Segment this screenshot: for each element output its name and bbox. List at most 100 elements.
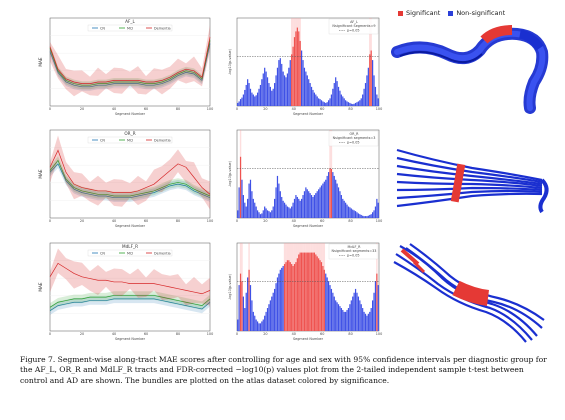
- bar: [288, 207, 290, 218]
- bar: [346, 101, 348, 106]
- ci-band-mci: [50, 36, 210, 90]
- line-plot-title: OR_R: [124, 131, 135, 136]
- bar: [333, 296, 335, 331]
- figure-caption: Figure 7. Segment-wise along-tract MAE s…: [20, 355, 547, 385]
- series-line-dementia: [49, 149, 211, 195]
- x-axis-label: Segment Number: [293, 224, 324, 228]
- bar: [271, 210, 273, 218]
- bar: [360, 214, 362, 218]
- bar: [242, 195, 244, 218]
- legend-label-cn: CN: [100, 26, 105, 30]
- bar: [325, 102, 327, 106]
- bar: [364, 83, 367, 106]
- bar: [363, 88, 365, 106]
- x-tick-label: 20: [263, 332, 267, 336]
- series-line-mci: [49, 159, 211, 197]
- bar: [340, 94, 342, 106]
- ci-band-dementia: [50, 25, 210, 97]
- bar: [312, 252, 314, 331]
- x-tick-label: 80: [348, 332, 352, 336]
- bar: [354, 211, 357, 218]
- series-line-mci: [49, 40, 211, 86]
- bar: [357, 296, 360, 331]
- bar: [318, 258, 320, 331]
- line-plot-legend: CN MCI Dementia: [87, 24, 173, 32]
- bar: [330, 94, 333, 106]
- significant-count: Nsignificant segments=33: [332, 249, 377, 253]
- bar: [345, 202, 347, 218]
- bar: [342, 198, 344, 218]
- legend-box: [87, 136, 173, 144]
- bar: [319, 260, 321, 331]
- bar: [373, 75, 375, 106]
- bar: [238, 101, 240, 106]
- bar: [303, 252, 306, 331]
- series-line-cn: [49, 43, 211, 88]
- bar: [291, 54, 293, 106]
- bar: [265, 311, 267, 331]
- bar: [303, 191, 306, 218]
- bar: [254, 202, 256, 218]
- bar: [315, 94, 317, 106]
- legend-label-cn: CN: [100, 251, 105, 255]
- bar: [261, 79, 263, 106]
- bar: [318, 189, 320, 218]
- bar: [308, 252, 310, 331]
- bar: [298, 254, 300, 331]
- bar: [285, 77, 287, 106]
- bar: [259, 214, 262, 218]
- bar: [376, 273, 378, 331]
- bar: [308, 79, 310, 106]
- bar: [283, 202, 286, 218]
- bar: [291, 264, 293, 331]
- bar: [289, 60, 291, 106]
- bar: [340, 308, 342, 331]
- bar: [305, 71, 307, 106]
- x-tick-label: 100: [207, 219, 213, 223]
- bar: [345, 100, 347, 106]
- bar: [266, 308, 269, 331]
- x-axis-label: Segment Number: [115, 112, 146, 116]
- bar: [292, 202, 294, 218]
- bundle-af-l-streamlines: [391, 25, 549, 114]
- x-tick-label: 80: [348, 107, 352, 111]
- bar: [320, 100, 323, 106]
- bar: [244, 202, 246, 218]
- bar: [377, 202, 379, 218]
- line-plot-legend: CN MCI Dementia: [87, 136, 173, 144]
- bar: [339, 306, 341, 331]
- bundle-or-r: [392, 140, 552, 220]
- bar: [258, 323, 260, 331]
- bar: [275, 75, 277, 106]
- pvalue-plot-title: AF_L: [350, 20, 358, 24]
- bar: [261, 213, 263, 218]
- x-tick-label: 80: [176, 332, 180, 336]
- x-tick-label: 60: [144, 107, 148, 111]
- bar: [325, 273, 327, 331]
- legend-significant: Significant: [398, 9, 440, 17]
- bar: [271, 296, 273, 331]
- x-axis-label: Segment Number: [115, 224, 146, 228]
- bar: [347, 206, 350, 218]
- bar: [352, 104, 354, 106]
- bar: [278, 60, 280, 106]
- bar: [346, 204, 348, 218]
- bar: [337, 187, 340, 218]
- bar: [312, 89, 314, 106]
- bar: [301, 252, 303, 331]
- bar: [305, 187, 307, 218]
- bar: [350, 103, 352, 106]
- bar: [266, 210, 269, 218]
- ci-band-cn: [50, 39, 210, 91]
- bar: [281, 196, 283, 218]
- y-axis-label: -log10(p-value): [228, 48, 232, 75]
- bar: [282, 71, 284, 106]
- plot-frame: [49, 242, 211, 332]
- bar: [343, 98, 345, 106]
- bar: [350, 300, 352, 331]
- bar: [327, 281, 330, 331]
- x-tick-label: 40: [292, 219, 296, 223]
- bar: [279, 58, 281, 106]
- pvalue-plot-title: MdLF_R: [348, 245, 362, 249]
- bar: [366, 315, 368, 331]
